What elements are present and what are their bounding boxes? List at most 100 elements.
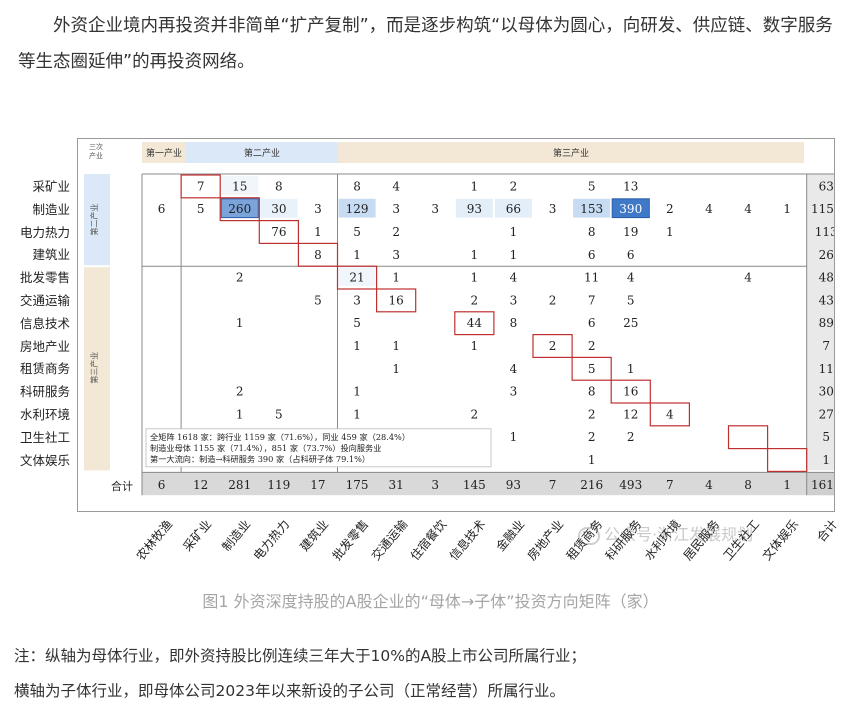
total-cell: 3 (431, 478, 439, 492)
row-group-label-tertiary: 第三产业 (89, 352, 99, 384)
diagonal-box (727, 425, 769, 450)
row-label: 水利环境 (19, 407, 70, 422)
matrix-cell: 4 (666, 407, 674, 421)
matrix-cell: 1 (627, 362, 635, 376)
matrix-cell: 76 (271, 225, 286, 239)
matrix-cell: 3 (431, 202, 439, 216)
total-cell: 7 (549, 478, 557, 492)
total-cell: 12 (193, 478, 208, 492)
matrix-cell: 2 (627, 430, 635, 444)
matrix-cell: 44 (467, 316, 483, 330)
matrix-cell: 8 (314, 248, 322, 262)
matrix-cell: 8 (275, 179, 283, 193)
watermark-text: 公众号·浙江发展规划 (604, 525, 754, 544)
matrix-cell: 93 (467, 202, 482, 216)
total-cell: 8 (744, 478, 752, 492)
matrix-cell: 6 (627, 248, 635, 262)
matrix-cell: 6 (588, 248, 596, 262)
matrix-cell: 3 (549, 202, 557, 216)
diagonal-box (376, 288, 417, 313)
cell-highlight (455, 198, 493, 218)
matrix-cell: 1 (588, 453, 596, 467)
matrix-cell: 5 (588, 362, 596, 376)
matrix-cell: 1 (353, 248, 361, 262)
matrix-cell: 13 (623, 179, 638, 193)
matrix-cell: 2 (588, 407, 596, 421)
row-group-label-secondary: 第二产业 (89, 204, 99, 236)
matrix-cell: 30 (819, 385, 834, 399)
matrix-cell: 8 (510, 316, 518, 330)
row-label: 采矿业 (32, 179, 70, 194)
header-band-tertiary (338, 142, 804, 163)
matrix-cell: 1 (510, 430, 518, 444)
matrix-cell: 8 (588, 225, 596, 239)
matrix-cell: 11 (584, 271, 599, 285)
matrix-cell: 1 (471, 248, 479, 262)
matrix-cell: 6 (588, 316, 596, 330)
matrix-cell: 5 (353, 225, 361, 239)
diagonal-box (610, 379, 651, 404)
total-cell: 1 (783, 478, 791, 492)
header-section-secondary: 第二产业 (244, 147, 280, 159)
matrix-cell: 4 (627, 271, 635, 285)
total-cell: 93 (506, 478, 521, 492)
matrix-cell: 2 (588, 430, 596, 444)
matrix-cell: 8 (353, 179, 361, 193)
cell-highlight (494, 198, 532, 218)
matrix-cell: 5 (627, 293, 635, 307)
total-cell: 17 (310, 478, 325, 492)
matrix-cell: 153 (580, 202, 603, 216)
cell-highlight (260, 198, 298, 218)
summary-line: 制造业母体 1155 家（71.4%），851 家（73.7%）投向服务业 (150, 443, 381, 453)
cell-highlight (221, 198, 259, 218)
matrix-cell: 2 (549, 293, 557, 307)
header-band-secondary (186, 142, 338, 163)
row-label: 电力热力 (19, 224, 70, 240)
matrix-cell: 3 (510, 293, 518, 307)
diagonal-box (336, 265, 378, 290)
row-label: 制造业 (32, 201, 70, 217)
matrix-cell: 26 (819, 248, 834, 262)
total-cell: 493 (619, 478, 642, 492)
matrix-cell: 1 (236, 407, 244, 421)
matrix-cell: 48 (819, 271, 834, 285)
matrix-cell: 4 (705, 202, 713, 216)
matrix-cell: 1 (471, 179, 479, 193)
matrix-cell: 1 (236, 316, 244, 330)
matrix-cell: 7 (822, 339, 830, 353)
matrix-cell: 1 (314, 225, 322, 239)
header-band-primary (142, 142, 186, 163)
matrix-cell: 5 (353, 316, 361, 330)
matrix-cell: 390 (619, 202, 642, 216)
matrix-cell: 5 (822, 430, 830, 444)
matrix-cell: 1 (353, 385, 361, 399)
matrix-cell: 3 (510, 385, 518, 399)
matrix-cell: 3 (353, 293, 361, 307)
total-cell: 31 (389, 478, 404, 492)
matrix-cell: 7 (588, 293, 596, 307)
matrix-cell: 5 (588, 179, 596, 193)
diagonal-box (180, 174, 221, 199)
row-label: 交通运输 (19, 293, 70, 308)
total-row-label: 合计 (111, 479, 133, 493)
matrix-cell: 2 (510, 179, 518, 193)
header-section-tertiary: 第三产业 (553, 147, 589, 159)
matrix-cell: 1 (510, 248, 518, 262)
watermark: 公众号·浙江发展规划 (578, 521, 753, 545)
matrix-cell: 2 (236, 385, 244, 399)
matrix-cell: 12 (623, 407, 638, 421)
summary-box (145, 428, 492, 468)
matrix-cell: 11 (819, 362, 834, 376)
matrix-cell: 8 (588, 385, 596, 399)
matrix-cell: 21 (349, 271, 364, 285)
matrix-cell: 4 (510, 271, 518, 285)
row-label: 科研服务 (19, 384, 70, 400)
cell-highlight (573, 198, 611, 218)
matrix-cell: 63 (819, 179, 834, 193)
matrix-cell: 1 (353, 407, 361, 421)
matrix-cell: 43 (819, 293, 834, 307)
matrix-cell: 3 (392, 202, 400, 216)
matrix-cell: 2 (666, 202, 674, 216)
wechat-icon (578, 526, 600, 545)
